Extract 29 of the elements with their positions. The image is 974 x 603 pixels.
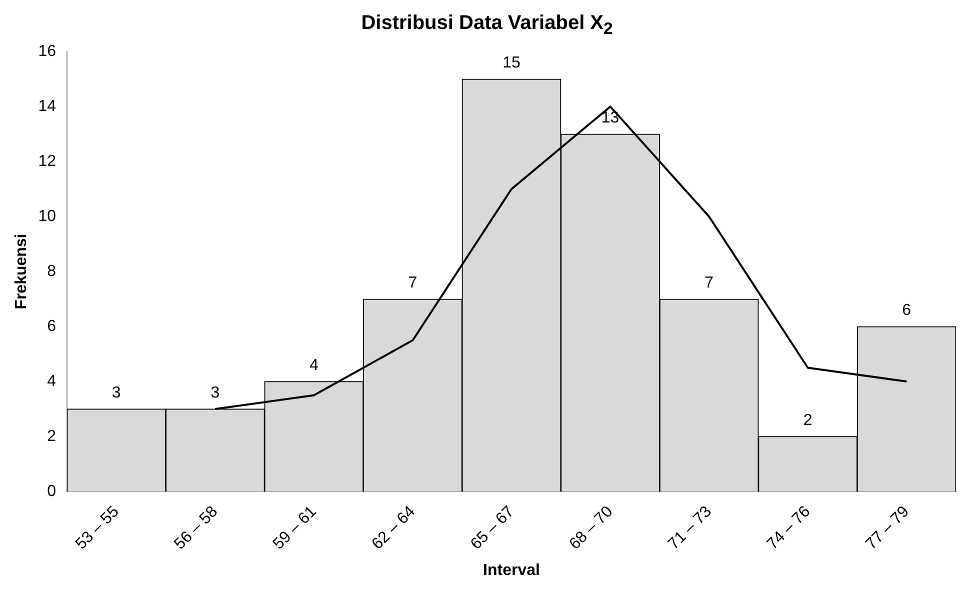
data-label: 7 — [408, 274, 418, 292]
y-tick-label: 6 — [47, 318, 56, 335]
data-label: 3 — [112, 384, 121, 402]
chart-title: Distribusi Data Variabel X$_{2}$ — [360, 12, 614, 39]
data-label: 15 — [502, 54, 520, 72]
y-axis-title: Frekuensi — [13, 234, 30, 310]
x-axis-title: Interval — [483, 562, 540, 579]
data-label: 7 — [704, 274, 714, 292]
x-tick-label: 68 – 70 — [566, 503, 616, 553]
y-tick-label: 12 — [38, 152, 56, 170]
data-label: 2 — [803, 412, 812, 429]
y-tick-label: 2 — [47, 428, 56, 445]
data-label: 6 — [902, 302, 912, 319]
x-tick-label: 77 – 79 — [862, 503, 913, 553]
y-tick-label: 4 — [47, 372, 56, 390]
x-tick-label: 71 – 73 — [665, 503, 716, 553]
data-label: 4 — [309, 356, 318, 374]
y-tick-label: 8 — [47, 262, 56, 280]
x-tick-label: 53 – 55 — [72, 503, 122, 553]
x-tick-label: 59 – 61 — [270, 503, 320, 553]
y-tick-label: 14 — [38, 98, 56, 115]
x-tick-label: 65 – 67 — [468, 503, 518, 553]
y-tick-label: 10 — [38, 208, 56, 225]
data-label: 3 — [210, 384, 220, 402]
x-tick-label: 74 – 76 — [764, 503, 814, 553]
x-tick-label: 56 – 58 — [171, 503, 222, 553]
x-tick-label: 62 – 64 — [368, 503, 419, 553]
y-tick-label: 0 — [47, 482, 56, 500]
y-tick-label: 16 — [38, 43, 56, 60]
